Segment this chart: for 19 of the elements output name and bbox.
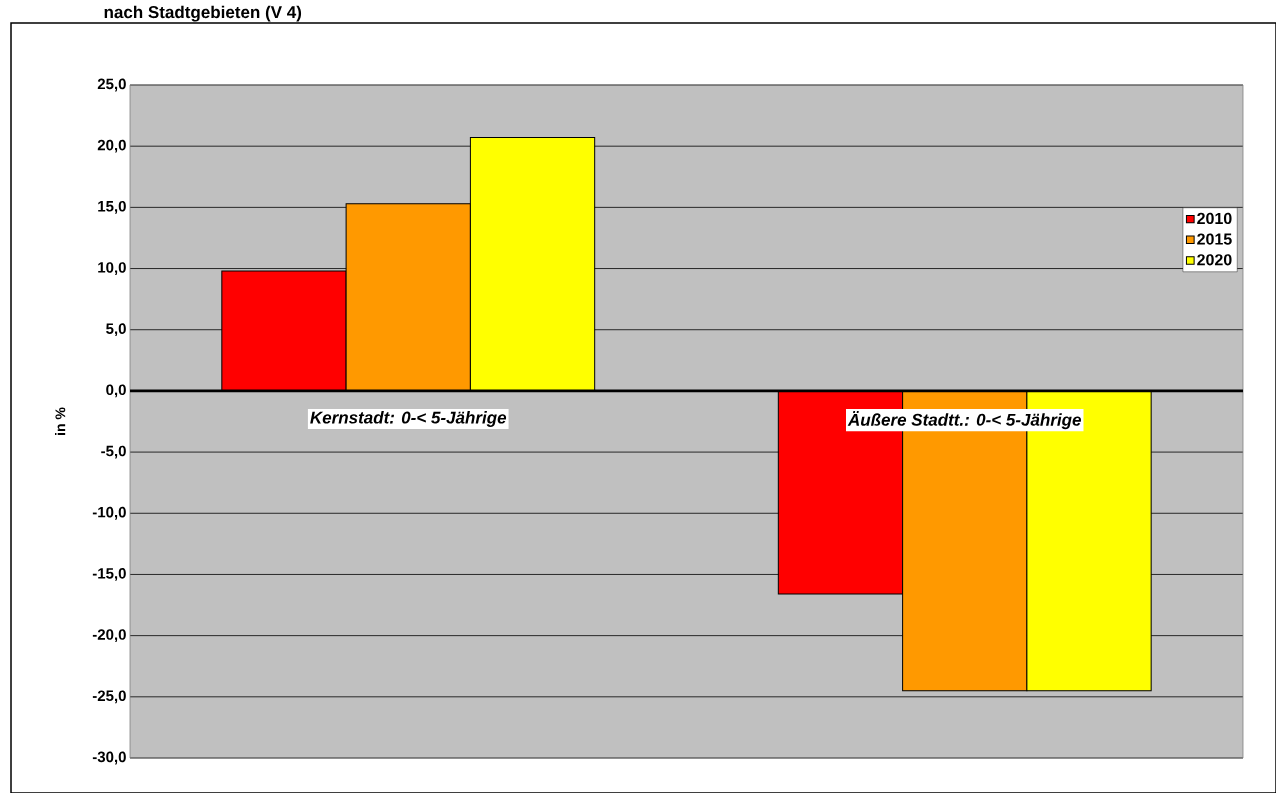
legend-label: 2020	[1197, 254, 1232, 266]
y-tick-label: 5,0	[106, 323, 126, 337]
y-tick-label: -20,0	[92, 629, 126, 643]
y-tick-label: -30,0	[92, 751, 126, 765]
y-tick-label: -10,0	[92, 506, 126, 520]
y-tick-label: -25,0	[92, 690, 126, 704]
x-tick-label: Äußere Stadtt.: 0-< 5-Jährige	[847, 411, 1082, 430]
y-tick-label: 0,0	[106, 384, 126, 398]
y-axis-title: in %	[55, 407, 66, 435]
y-tick-label: -5,0	[101, 445, 126, 459]
legend-label: 2010	[1197, 212, 1232, 225]
chart-title: nach Stadtgebieten (V 4)	[104, 5, 302, 22]
y-tick-label: -15,0	[92, 568, 126, 581]
x-tick-label: Kernstadt: 0-< 5-Jährige	[310, 411, 507, 427]
y-tick-label: 15,0	[98, 200, 126, 214]
y-tick-label: 10,0	[98, 262, 126, 275]
legend-label: 2015	[1197, 233, 1232, 245]
y-tick-label: 25,0	[97, 78, 126, 92]
y-tick-label: 20,0	[97, 139, 126, 153]
